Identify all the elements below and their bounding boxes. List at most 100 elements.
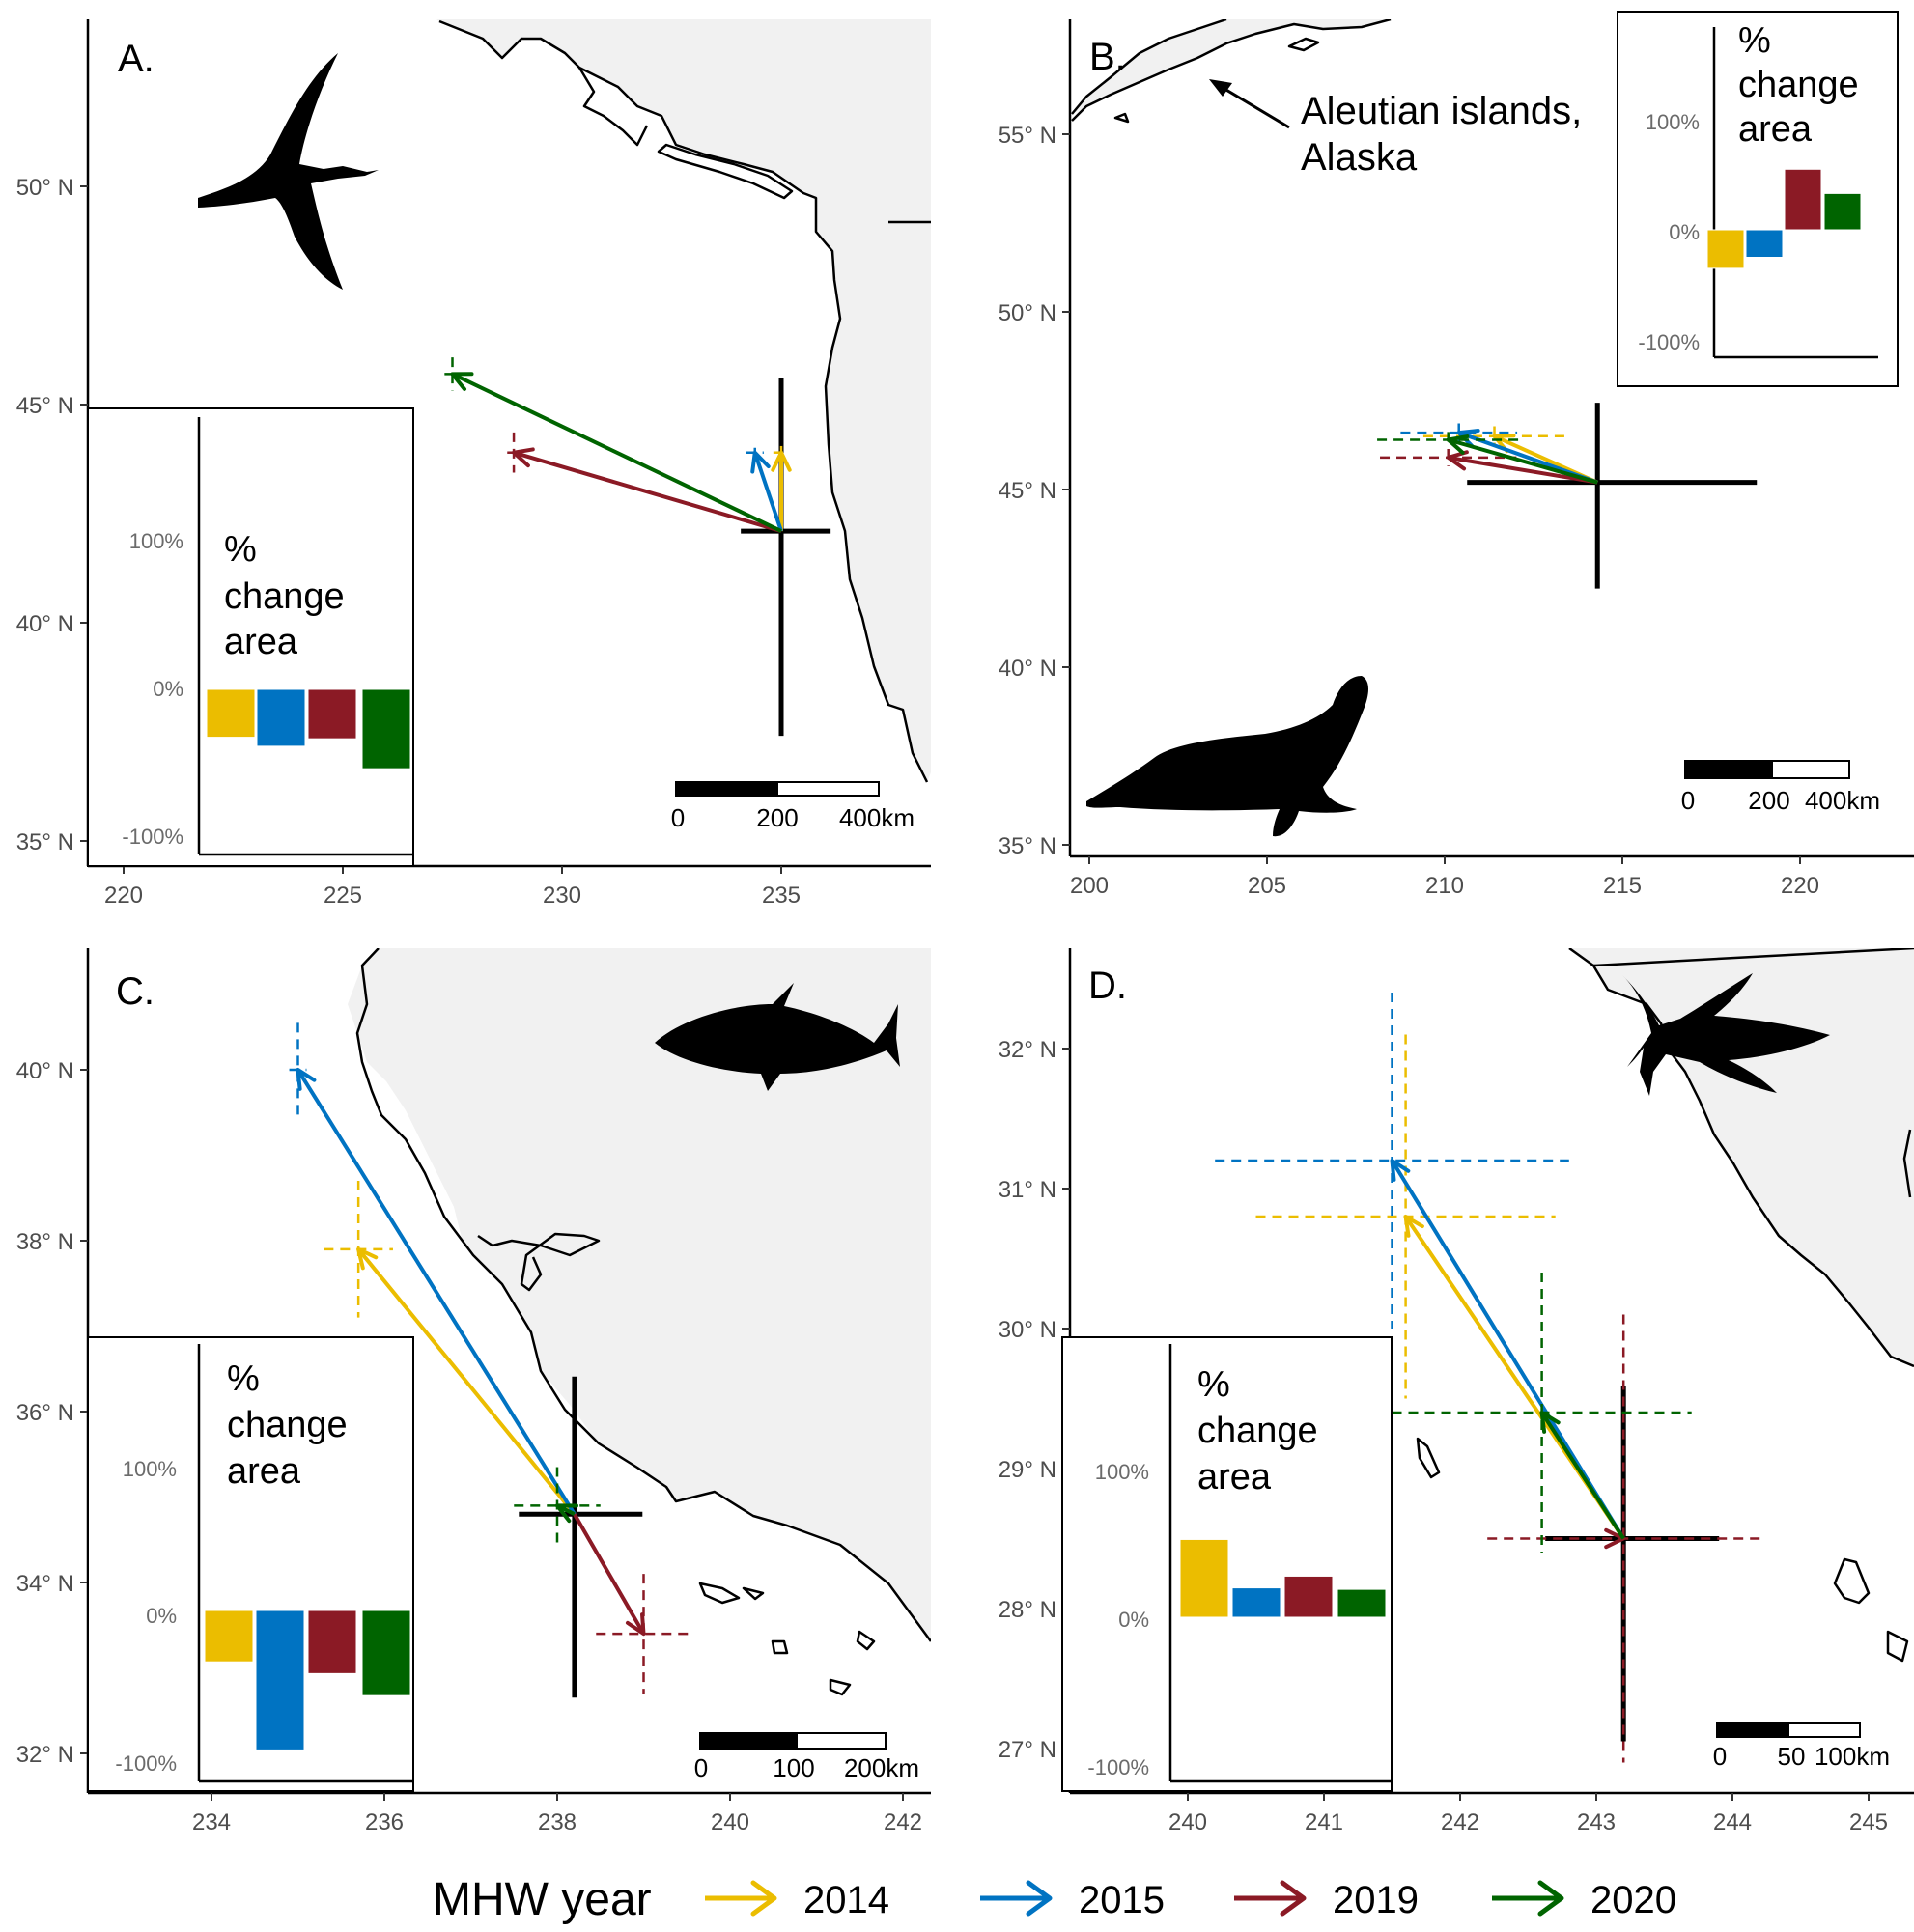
- border-line: [1592, 948, 1914, 967]
- change-bar-2019: [307, 688, 357, 740]
- coastline: [438, 19, 929, 783]
- y-tick-label: 30° N: [999, 1317, 1056, 1343]
- x-tick-label: 225: [324, 882, 362, 909]
- x-tick-label: 242: [1441, 1809, 1479, 1835]
- inset-tick-0: 0%: [153, 677, 183, 701]
- legend-label: 2015: [1079, 1879, 1165, 1921]
- y-tick-label: 55° N: [999, 123, 1056, 149]
- island-coastline: [856, 1630, 876, 1651]
- centroid-shift-arrow-2014: [771, 450, 792, 532]
- inset-title-2: change: [1197, 1411, 1318, 1451]
- y-tick-label: 50° N: [16, 175, 74, 201]
- y-tick-label: 40° N: [999, 656, 1056, 682]
- y-tick-label: 40° N: [16, 611, 74, 637]
- coast-detail: [1902, 1129, 1912, 1198]
- scale-label-0: 0: [671, 803, 685, 832]
- island-coastline: [698, 1582, 741, 1605]
- panel-c: 234 236 238 240 242 32° N 34° N 36° N 38° N 40° N…: [16, 948, 931, 1835]
- island-coastline: [742, 1586, 765, 1601]
- inset-title-2: change: [227, 1405, 348, 1445]
- y-tick-label: 28° N: [999, 1597, 1056, 1623]
- inset-tick-100: 100%: [123, 1457, 177, 1481]
- baseline-centroid-cross: [1545, 1386, 1720, 1742]
- y-tick-label: 32° N: [999, 1037, 1056, 1063]
- annotation-arrow: [1209, 79, 1290, 129]
- coastline: [355, 948, 931, 1642]
- change-bar-2019: [307, 1610, 357, 1674]
- x-tick-label: 242: [884, 1809, 922, 1835]
- legend: MHW year 2014 2015 2019 2020: [433, 1874, 1676, 1925]
- scale-label-0: 0: [1713, 1742, 1727, 1771]
- island-coastline: [1287, 37, 1320, 52]
- change-bar-2019: [1283, 1575, 1334, 1618]
- elephant-seal-icon: [1086, 676, 1368, 837]
- panel-b: 200 205 210 215 220 35° N 40° N 45° N 50° N 55° N…: [999, 11, 1914, 899]
- y-tick-label: 29° N: [999, 1457, 1056, 1483]
- baseline-centroid-cross: [1467, 403, 1758, 589]
- x-tick-label: 244: [1713, 1809, 1752, 1835]
- legend-label: 2020: [1590, 1879, 1676, 1921]
- island-coastline: [829, 1678, 852, 1696]
- y-tick-label: 34° N: [16, 1571, 74, 1597]
- legend-arrow-icon: [1234, 1880, 1307, 1917]
- x-tick-label: 243: [1577, 1809, 1616, 1835]
- scale-label-mid: 200: [1748, 786, 1789, 815]
- inset-tick-100: 100%: [1646, 110, 1700, 134]
- centroid-shift-arrow-2015: [296, 1068, 577, 1516]
- x-tick-label: 215: [1603, 873, 1642, 899]
- baseline-centroid-cross: [741, 378, 831, 737]
- inset-title-1: %: [224, 529, 257, 570]
- annotation-line-1: Aleutian islands,: [1301, 90, 1582, 132]
- legend-item-2015: 2015: [980, 1879, 1165, 1921]
- inset-tick-neg100: -100%: [122, 825, 183, 849]
- coastline: [1568, 948, 1914, 1368]
- x-tick-label: 238: [538, 1809, 577, 1835]
- inset-tick-0: 0%: [1669, 220, 1700, 244]
- scale-label-end: 200km: [844, 1753, 919, 1782]
- inset-tick-neg100: -100%: [1087, 1755, 1149, 1779]
- y-tick-label: 38° N: [16, 1229, 74, 1255]
- legend-label: 2019: [1333, 1879, 1419, 1921]
- inset-title-2: change: [224, 576, 345, 617]
- scale-label-end: 400km: [839, 803, 915, 832]
- y-tick-label: 35° N: [999, 833, 1056, 859]
- scale-bar-c: 0 100 200km: [694, 1732, 919, 1782]
- baseline-centroid-cross: [519, 1376, 643, 1698]
- scale-label-0: 0: [694, 1753, 708, 1782]
- scale-bar-a: 0 200 400km: [671, 781, 915, 832]
- island-coastline: [1113, 112, 1130, 124]
- x-tick-label: 240: [1168, 1809, 1207, 1835]
- x-tick-label: 234: [192, 1809, 231, 1835]
- centroid-shift-arrow-2020: [450, 372, 782, 533]
- y-tick-label: 40° N: [16, 1058, 74, 1084]
- change-bar-2015: [256, 688, 306, 747]
- inset-d: % change area 100% 0% -100%: [1061, 1336, 1393, 1792]
- inset-title-1: %: [1738, 20, 1771, 61]
- change-bar-2014: [204, 1610, 254, 1663]
- bay-coastline: [477, 1232, 601, 1292]
- x-tick-label: 210: [1425, 873, 1464, 899]
- inset-title-3: area: [224, 622, 298, 662]
- inset-title-1: %: [227, 1358, 260, 1399]
- panel-label-b: B.: [1089, 36, 1126, 78]
- centroid-shift-arrow-2020: [555, 1503, 578, 1524]
- legend-label: 2014: [803, 1879, 889, 1921]
- legend-title: MHW year: [433, 1874, 652, 1925]
- x-tick-label: 236: [365, 1809, 404, 1835]
- inset-b: % change area 100% 0% -100%: [1617, 11, 1899, 387]
- panel-label-c: C.: [116, 970, 155, 1013]
- island-coastline: [1886, 1630, 1909, 1663]
- legend-arrow-icon: [705, 1880, 777, 1917]
- x-tick-label: 240: [711, 1809, 749, 1835]
- y-tick-label: 27° N: [999, 1737, 1056, 1763]
- panel-label-d: D.: [1088, 965, 1127, 1007]
- y-tick-label: 32° N: [16, 1742, 74, 1768]
- scale-label-end: 100km: [1815, 1742, 1890, 1771]
- scale-label-0: 0: [1681, 786, 1695, 815]
- change-bar-2020: [361, 688, 411, 770]
- island-coastline: [771, 1639, 789, 1655]
- centroid-shift-arrow-2015: [750, 450, 783, 532]
- x-tick-label: 235: [762, 882, 801, 909]
- inset-tick-neg100: -100%: [1638, 330, 1700, 354]
- x-tick-label: 245: [1849, 1809, 1888, 1835]
